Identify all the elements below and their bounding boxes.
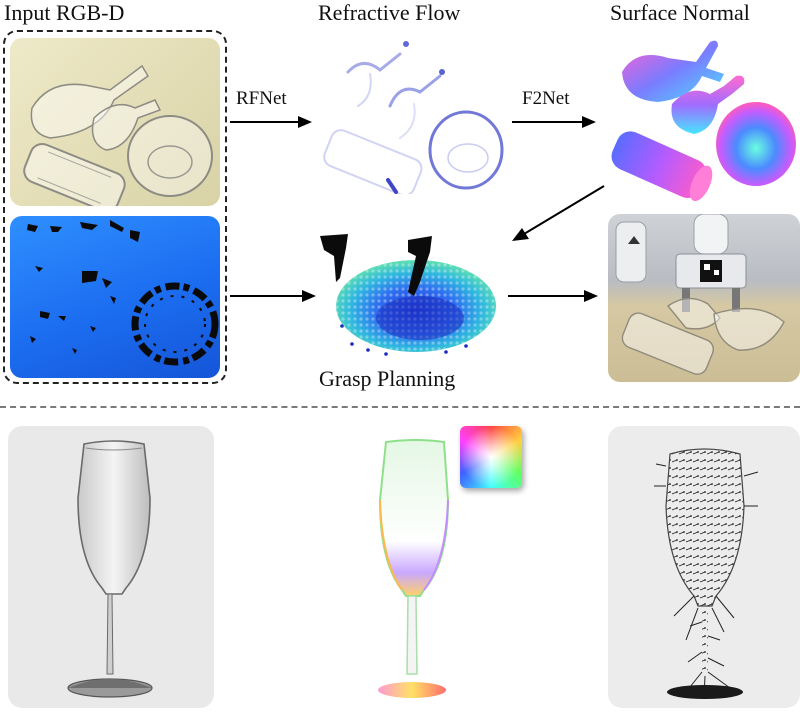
input-group-box bbox=[3, 30, 227, 384]
grasp-point-cloud bbox=[316, 226, 506, 366]
normal-vector-field bbox=[608, 426, 800, 708]
color-wheel-icon bbox=[460, 426, 522, 488]
glass-objects-photo bbox=[10, 38, 220, 206]
normal-to-grasp-arrow bbox=[512, 185, 605, 241]
rfnet-arrow bbox=[230, 116, 312, 128]
f2net-arrow bbox=[512, 116, 596, 128]
champagne-glass bbox=[8, 426, 214, 708]
rfnet-label: RFNet bbox=[236, 88, 287, 109]
depth-map bbox=[10, 216, 220, 378]
title-input-rgbd: Input RGB-D bbox=[4, 0, 125, 25]
grasp-to-robot-arrow bbox=[508, 290, 598, 302]
surface-normal-render bbox=[606, 34, 800, 202]
refractive-flow-map bbox=[318, 34, 504, 194]
f2net-label: F2Net bbox=[522, 88, 570, 109]
depth-to-grasp-arrow bbox=[230, 290, 316, 302]
robot-grasp-photo bbox=[608, 214, 800, 382]
title-refractive-flow: Refractive Flow bbox=[318, 0, 461, 25]
section-divider bbox=[0, 406, 800, 408]
title-grasp-planning: Grasp Planning bbox=[319, 366, 456, 391]
title-surface-normal: Surface Normal bbox=[610, 0, 750, 25]
flow-glass-render bbox=[352, 428, 472, 708]
